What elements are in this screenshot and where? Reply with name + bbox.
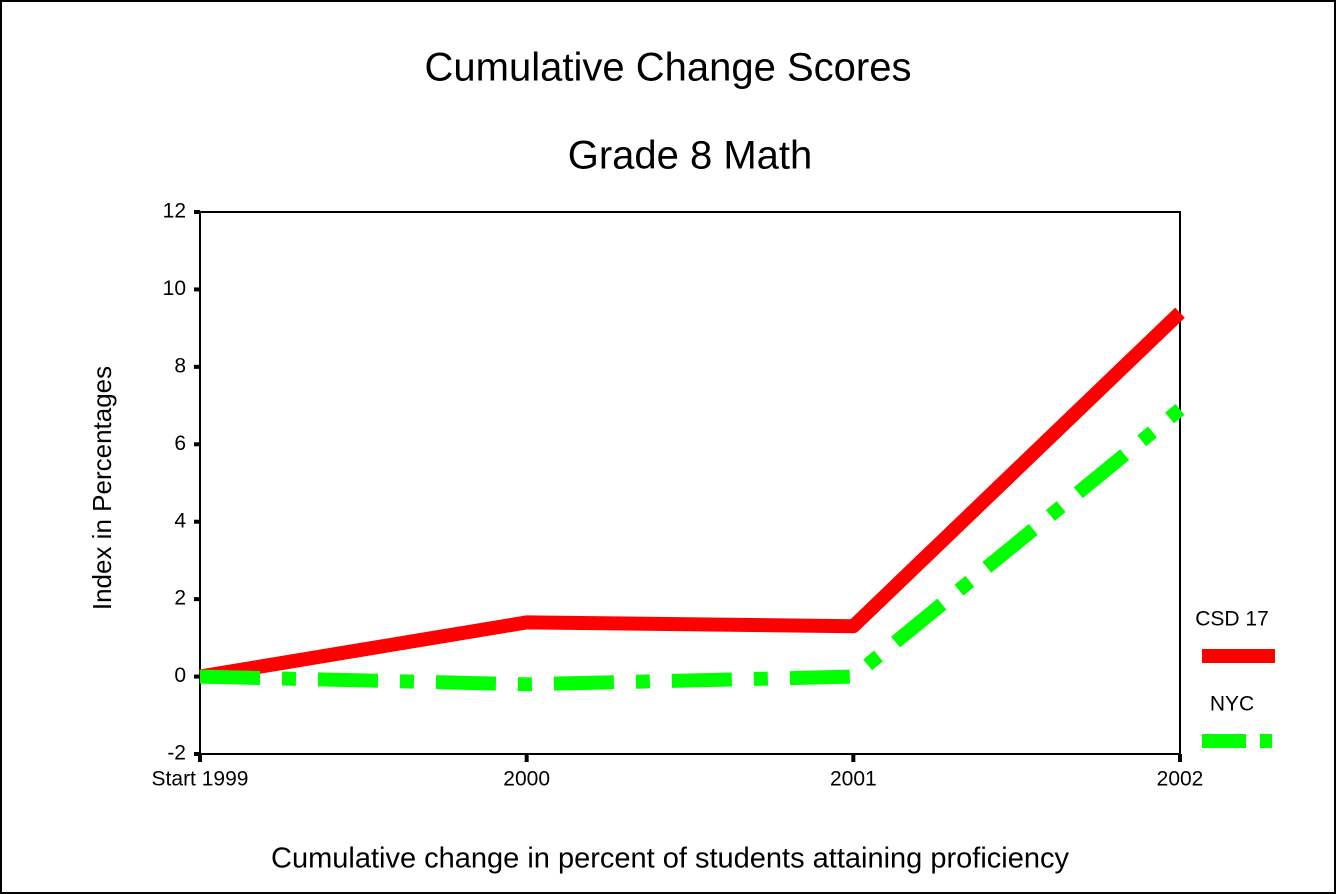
y-tick-label: 8	[174, 354, 186, 377]
x-tick-label: 2002	[1157, 768, 1204, 791]
y-tick-label: 6	[174, 432, 186, 455]
chart-title: Cumulative Change Scores	[425, 46, 912, 90]
x-tick-label: Start 1999	[152, 768, 249, 791]
chart-subtitle: Grade 8 Math	[568, 134, 813, 178]
y-tick-label: 4	[174, 509, 186, 532]
legend-label: NYC	[1210, 693, 1254, 716]
legend-label: CSD 17	[1195, 608, 1269, 631]
series-line	[198, 307, 1185, 684]
y-tick-label: 0	[174, 664, 186, 687]
series-line	[199, 404, 1185, 692]
x-tick-label: 2000	[503, 768, 550, 791]
x-tick-label: 2001	[830, 768, 877, 791]
plot-frame	[199, 211, 1181, 755]
y-tick-label: 10	[163, 277, 186, 300]
x-axis-label: Cumulative change in percent of students…	[271, 843, 1069, 875]
y-tick-label: -2	[167, 742, 186, 765]
y-axis-label: Index in Percentages	[87, 366, 117, 610]
y-tick-label: 2	[174, 587, 186, 610]
y-tick-label: 12	[163, 200, 186, 223]
